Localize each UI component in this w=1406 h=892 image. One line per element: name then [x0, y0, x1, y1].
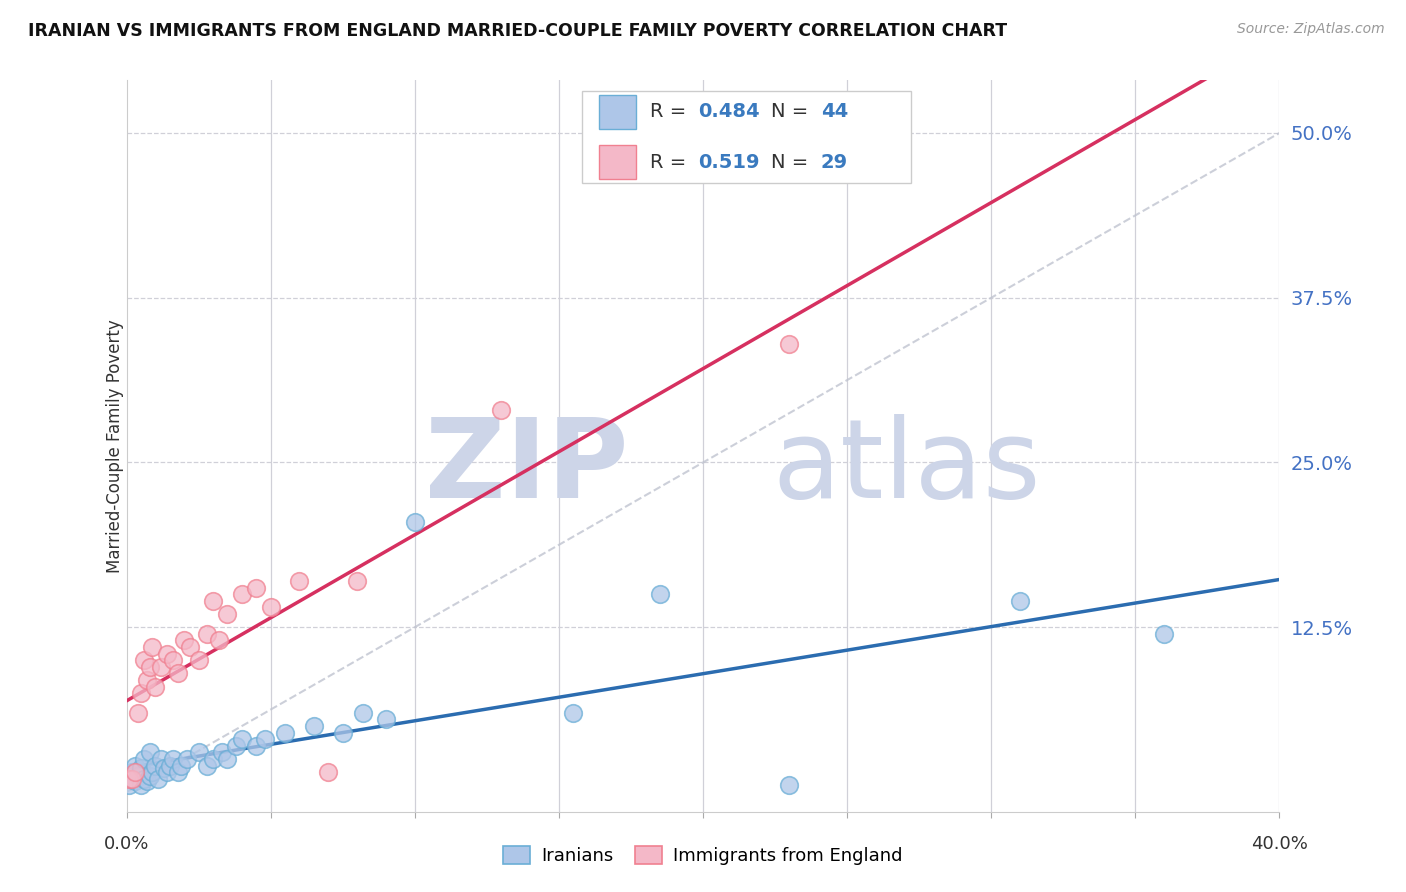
Text: 29: 29 — [821, 153, 848, 171]
Point — [141, 640, 163, 654]
Point — [156, 765, 179, 780]
FancyBboxPatch shape — [599, 145, 636, 179]
Point — [173, 633, 195, 648]
Point — [1008, 594, 1031, 608]
Point — [118, 772, 141, 786]
Point — [253, 732, 276, 747]
Point — [245, 739, 267, 753]
Point — [132, 772, 155, 786]
Point — [187, 746, 209, 760]
Point — [167, 666, 190, 681]
Text: N =: N = — [770, 153, 814, 171]
Point — [274, 725, 297, 739]
Text: 44: 44 — [821, 103, 848, 121]
Point — [489, 402, 512, 417]
Text: 40.0%: 40.0% — [1251, 836, 1308, 854]
Point — [141, 765, 163, 780]
Point — [124, 765, 146, 780]
Point — [129, 761, 152, 775]
Point — [259, 600, 281, 615]
Text: 0.519: 0.519 — [699, 153, 759, 171]
Point — [153, 761, 176, 775]
Text: N =: N = — [770, 103, 814, 121]
Point — [124, 774, 146, 789]
Point — [170, 758, 193, 772]
Point — [288, 574, 311, 588]
Point — [121, 765, 143, 780]
Point — [245, 581, 267, 595]
Point — [145, 680, 166, 694]
Text: IRANIAN VS IMMIGRANTS FROM ENGLAND MARRIED-COUPLE FAMILY POVERTY CORRELATION CHA: IRANIAN VS IMMIGRANTS FROM ENGLAND MARRI… — [28, 22, 1007, 40]
Point — [648, 587, 671, 601]
Point — [138, 746, 160, 760]
Point — [167, 765, 190, 780]
Point — [352, 706, 374, 720]
Point — [156, 647, 179, 661]
Text: atlas: atlas — [772, 415, 1040, 522]
FancyBboxPatch shape — [582, 91, 911, 183]
Point — [779, 778, 801, 792]
Point — [127, 706, 149, 720]
Point — [374, 713, 398, 727]
Point — [132, 653, 155, 667]
Point — [195, 627, 218, 641]
Text: Source: ZipAtlas.com: Source: ZipAtlas.com — [1237, 22, 1385, 37]
Point — [138, 769, 160, 783]
Point — [318, 765, 340, 780]
Point — [208, 633, 231, 648]
Point — [202, 594, 225, 608]
Point — [124, 758, 146, 772]
Point — [225, 739, 247, 753]
Point — [132, 752, 155, 766]
Text: 0.0%: 0.0% — [104, 836, 149, 854]
Y-axis label: Married-Couple Family Poverty: Married-Couple Family Poverty — [107, 319, 124, 573]
Point — [138, 659, 160, 673]
Point — [346, 574, 368, 588]
Point — [129, 778, 152, 792]
Point — [121, 772, 143, 786]
Point — [135, 774, 157, 789]
Point — [404, 515, 426, 529]
FancyBboxPatch shape — [599, 95, 636, 128]
Point — [148, 772, 170, 786]
Text: R =: R = — [650, 103, 693, 121]
Point — [162, 752, 184, 766]
Point — [127, 769, 149, 783]
Point — [135, 673, 157, 687]
Point — [195, 758, 218, 772]
Text: 0.484: 0.484 — [699, 103, 761, 121]
Point — [302, 719, 325, 733]
Point — [231, 587, 253, 601]
Point — [202, 752, 225, 766]
Text: ZIP: ZIP — [425, 415, 628, 522]
Point — [118, 778, 141, 792]
Point — [779, 336, 801, 351]
Point — [332, 725, 354, 739]
Point — [211, 746, 233, 760]
Legend: Iranians, Immigrants from England: Iranians, Immigrants from England — [496, 838, 910, 872]
Point — [217, 607, 239, 621]
Text: R =: R = — [650, 153, 693, 171]
Point — [562, 706, 585, 720]
Point — [150, 752, 173, 766]
Point — [217, 752, 239, 766]
Point — [129, 686, 152, 700]
Point — [150, 659, 173, 673]
Point — [159, 758, 181, 772]
Point — [162, 653, 184, 667]
Point — [187, 653, 209, 667]
Point — [145, 758, 166, 772]
Point — [179, 640, 201, 654]
Point — [176, 752, 198, 766]
Point — [1153, 627, 1175, 641]
Point — [121, 772, 143, 786]
Point — [231, 732, 253, 747]
